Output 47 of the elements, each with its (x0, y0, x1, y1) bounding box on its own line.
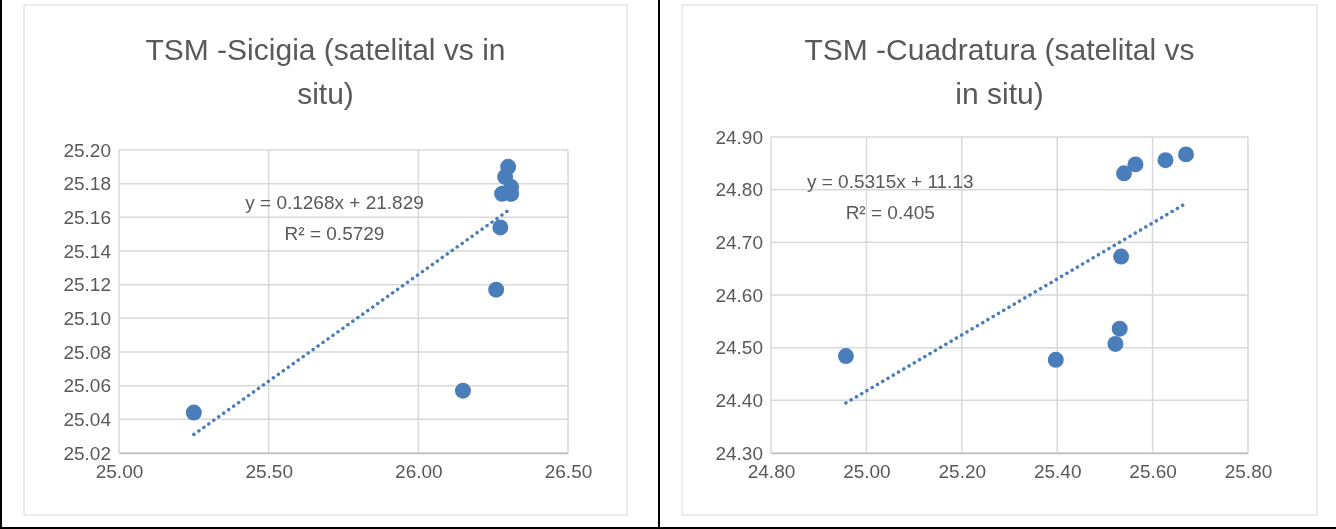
y-tick-label: 25.06 (63, 375, 111, 397)
point (1178, 146, 1194, 163)
x-tick-label: 25.00 (95, 461, 144, 483)
annotation: R² = 0.5729 (284, 222, 385, 244)
point (185, 404, 202, 421)
x-tick-label: 26.00 (395, 461, 443, 483)
y-tick-label: 24.40 (715, 389, 763, 411)
y-tick-label: 25.14 (63, 240, 112, 262)
annotation: y = 0.1268x + 21.829 (245, 191, 424, 213)
chart-title: TSM -Cuadratura (satelital vs in situ) (804, 33, 1195, 110)
x-tick-label: 25.20 (938, 461, 987, 483)
point (1111, 320, 1128, 337)
point (1157, 152, 1174, 169)
point (454, 382, 471, 399)
y-tick-label: 25.02 (63, 442, 111, 464)
point (837, 348, 854, 365)
point (492, 219, 509, 236)
y-tick-label: 24.80 (715, 179, 763, 201)
y-tick-label: 25.20 (63, 139, 111, 161)
y-tick-label: 25.10 (63, 307, 111, 329)
x-tick-label: 25.80 (1224, 461, 1273, 483)
chart-title: TSM -Sicigia (satelital vs in situ) (145, 33, 506, 110)
point (1127, 156, 1144, 173)
y-tick-label: 24.70 (715, 231, 763, 253)
y-tick-label: 25.12 (63, 274, 111, 296)
point (1113, 248, 1130, 265)
point (1116, 165, 1132, 182)
x-tick-label: 24.80 (747, 461, 796, 483)
x-tick-label: 26.50 (544, 461, 593, 483)
x-tick-label: 25.40 (1033, 461, 1082, 483)
annotation: R² = 0.405 (845, 202, 935, 224)
y-tick-label: 25.18 (63, 173, 111, 195)
y-tick-label: 25.08 (63, 341, 111, 363)
point (488, 281, 505, 298)
y-tick-label: 24.30 (715, 442, 763, 464)
y-tick-label: 24.60 (715, 284, 763, 306)
x-tick-label: 25.00 (843, 461, 891, 483)
point (1047, 351, 1064, 368)
x-tick-label: 25.60 (1129, 461, 1177, 483)
y-tick-label: 24.90 (715, 126, 763, 148)
point (1107, 336, 1124, 352)
point (500, 158, 517, 175)
y-tick-label: 25.16 (63, 206, 111, 228)
x-tick-label: 25.50 (245, 461, 293, 483)
y-tick-label: 24.50 (715, 337, 763, 359)
y-tick-label: 25.04 (63, 408, 112, 430)
annotation: y = 0.5315x + 11.13 (806, 171, 974, 193)
